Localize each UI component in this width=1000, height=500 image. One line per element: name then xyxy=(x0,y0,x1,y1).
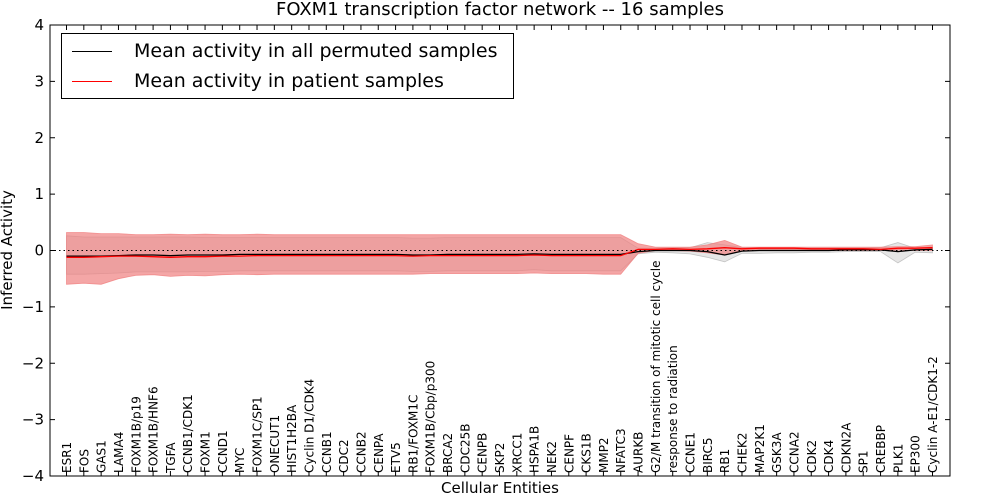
x-tick-label: CENPA xyxy=(372,433,386,473)
x-tick-label: MMP2 xyxy=(597,437,611,473)
x-tick-label: CDC25B xyxy=(458,424,472,474)
x-tick-label: SKP2 xyxy=(493,443,507,473)
y-axis: 4 3 2 1 0 −1 −2 −3 −4 xyxy=(22,16,950,485)
x-tick-label: HIST1H2BA xyxy=(285,404,299,473)
x-tick-label: CKS1B xyxy=(580,433,594,473)
y-tick-label: −3 xyxy=(22,411,44,429)
legend-swatch-patient xyxy=(72,80,112,82)
x-tick-label: CCNB1 xyxy=(320,431,334,473)
x-tick-label: RB1/FOXM1C xyxy=(406,395,420,473)
x-tick-label: MAP2K1 xyxy=(753,424,767,473)
x-tick-label: CCNE1 xyxy=(684,432,698,473)
x-tick-label: HSPA1B xyxy=(528,426,542,473)
x-tick-label: CCND1 xyxy=(216,430,230,473)
x-tick-label: Cyclin A-E1/CDK1-2 xyxy=(926,356,940,473)
x-tick-label: Cyclin D1/CDK4 xyxy=(302,379,316,473)
x-tick-label: CCNB2 xyxy=(354,431,368,473)
chart-title: FOXM1 transcription factor network -- 16… xyxy=(276,0,724,20)
y-tick-label: −2 xyxy=(22,354,44,372)
x-tick-label: RB1 xyxy=(718,449,732,473)
x-tick-label: CENPB xyxy=(476,433,490,473)
x-axis-label: Cellular Entities xyxy=(441,479,559,497)
y-tick-label: −1 xyxy=(22,298,44,316)
x-tick-label: ESR1 xyxy=(60,442,74,473)
legend-label-permuted: Mean activity in all permuted samples xyxy=(134,40,498,62)
x-tick-label: CHEK2 xyxy=(735,433,749,474)
x-tick-label: MYC xyxy=(233,448,247,473)
x-tick-label: LAMA4 xyxy=(112,432,126,473)
x-tick-label: BIRC5 xyxy=(701,437,715,473)
x-tick-label: CCNB1/CDK1 xyxy=(181,394,195,473)
x-tick-label: CENPF xyxy=(562,434,576,473)
x-tick-label: CDKN2A xyxy=(839,422,853,473)
x-tick-label: NFATC3 xyxy=(614,428,628,473)
x-tick-label: PLK1 xyxy=(891,444,905,473)
x-tick-label: NEK2 xyxy=(545,441,559,473)
x-tick-label: GAS1 xyxy=(95,440,109,473)
x-tick-label: ETV5 xyxy=(389,442,403,473)
legend-item-permuted: Mean activity in all permuted samples xyxy=(72,36,497,66)
x-tick-label: EP300 xyxy=(909,435,923,473)
x-tick-label: BRCA2 xyxy=(441,433,455,473)
x-tick-label: CDC2 xyxy=(337,439,351,473)
legend: Mean activity in all permuted samples Me… xyxy=(61,33,514,99)
x-tick-label: FOXM1B/Cbp/p300 xyxy=(424,361,438,473)
x-tick-label: GSK3A xyxy=(770,432,784,473)
band-patient xyxy=(66,232,933,285)
legend-swatch-permuted xyxy=(72,50,112,52)
x-tick-label: FOXM1B/HNF6 xyxy=(147,386,161,473)
x-tick-label: CREBBP xyxy=(874,425,888,473)
y-tick-label: 3 xyxy=(34,72,44,90)
x-tick-label: CDK4 xyxy=(822,440,836,473)
x-axis: ESR1 FOS GAS1 LAMA4 FOXM1B/p19 FOXM1B/HNF6 TGF… xyxy=(60,25,940,476)
y-tick-label: −4 xyxy=(22,467,44,485)
bands-layer xyxy=(66,232,933,285)
x-tick-label: response to radiation xyxy=(666,345,680,473)
legend-item-patient: Mean activity in patient samples xyxy=(72,66,444,96)
x-tick-label: TGFA xyxy=(164,442,178,474)
y-tick-label: 0 xyxy=(34,242,44,260)
x-tick-label: FOXM1 xyxy=(199,431,213,473)
x-tick-label: CCNA2 xyxy=(787,431,801,473)
y-tick-label: 4 xyxy=(34,16,44,34)
x-tick-label: AURKB xyxy=(632,432,646,473)
y-tick-label: 1 xyxy=(34,185,44,203)
y-tick-label: 2 xyxy=(34,129,44,147)
x-tick-label: G2/M transition of mitotic cell cycle xyxy=(649,260,663,473)
series-line-patient xyxy=(66,247,933,258)
y-axis-label: Inferred Activity xyxy=(0,190,16,310)
x-tick-label: SP1 xyxy=(857,451,871,474)
x-tick-label: FOXM1C/SP1 xyxy=(251,396,265,473)
legend-label-patient: Mean activity in patient samples xyxy=(134,70,444,92)
x-tick-label: CDK2 xyxy=(805,440,819,473)
x-tick-label: XRCC1 xyxy=(510,433,524,473)
x-tick-label: FOS xyxy=(77,449,91,473)
x-tick-label: FOXM1B/p19 xyxy=(129,396,143,473)
x-tick-label: ONECUT1 xyxy=(268,415,282,473)
